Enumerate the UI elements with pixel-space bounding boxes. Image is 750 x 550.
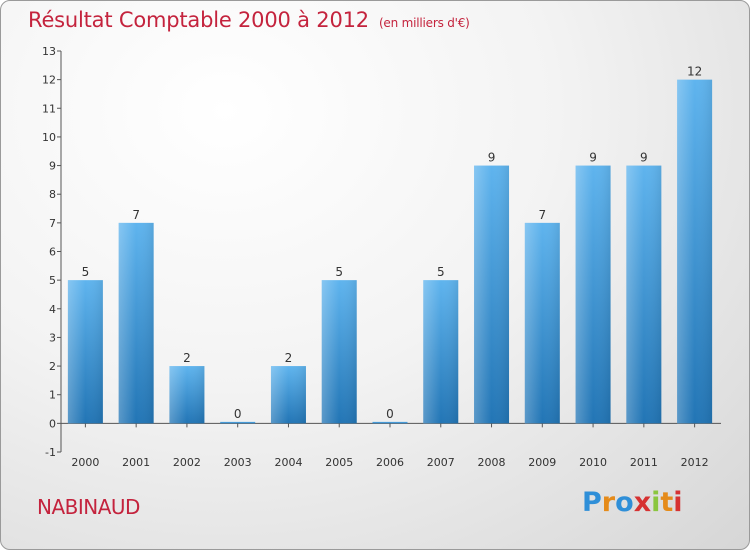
- y-tick-label: 8: [49, 188, 56, 201]
- logo-letter: o: [615, 487, 634, 518]
- bar-value-label: 9: [640, 151, 648, 165]
- y-tick-label: 3: [49, 331, 56, 344]
- bar-shading: [626, 165, 662, 424]
- bar: [372, 421, 408, 424]
- y-tick-label: 6: [49, 246, 56, 259]
- chart-title-text: Résultat Comptable 2000 à 2012: [28, 8, 369, 32]
- x-tick-label: 2011: [630, 456, 658, 469]
- y-tick-label: 5: [49, 274, 56, 287]
- y-tick-label: 4: [49, 303, 56, 316]
- bar-shading: [67, 280, 103, 424]
- bar-shading: [677, 79, 713, 424]
- bar-value-label: 5: [437, 265, 445, 279]
- y-tick-label: 10: [42, 131, 56, 144]
- chart-title: Résultat Comptable 2000 à 2012 (en millie…: [28, 8, 470, 32]
- bar-shading: [474, 165, 510, 424]
- bar-shading: [118, 222, 154, 424]
- logo-letter: t: [660, 487, 674, 518]
- x-tick-label: 2006: [376, 456, 404, 469]
- y-tick-label: -1: [45, 446, 56, 459]
- bar: [220, 421, 256, 424]
- y-tick-label: 11: [42, 102, 56, 115]
- bar-shading: [575, 165, 611, 424]
- logo-letter: r: [601, 487, 616, 518]
- bar-value-label: 12: [687, 65, 702, 79]
- y-tick-label: 2: [49, 360, 56, 373]
- x-tick-label: 2012: [681, 456, 709, 469]
- bar-value-label: 2: [183, 351, 191, 365]
- x-tick-label: 2007: [427, 456, 455, 469]
- x-tick-label: 2008: [478, 456, 506, 469]
- commune-name: NABINAUD: [37, 495, 140, 519]
- bar-shading: [270, 366, 306, 424]
- y-tick-label: 7: [49, 217, 56, 230]
- y-tick-label: 13: [42, 45, 56, 58]
- x-tick-label: 2001: [122, 456, 150, 469]
- x-tick-label: 2010: [579, 456, 607, 469]
- bar-value-label: 9: [589, 151, 597, 165]
- x-tick-label: 2003: [224, 456, 252, 469]
- bars: 5 7 2 0 2 5 0 5 9 7 9 9 12: [67, 65, 713, 424]
- bar-value-label: 0: [234, 407, 242, 421]
- bar-value-label: 5: [335, 265, 343, 279]
- x-tick-label: 2005: [325, 456, 353, 469]
- chart-subtitle: (en milliers d'€): [378, 16, 470, 30]
- logo-letter: P: [582, 487, 602, 518]
- bar-value-label: 7: [132, 208, 140, 222]
- bar-value-label: 7: [538, 208, 546, 222]
- logo-letter: x: [633, 487, 652, 518]
- y-tick-label: 12: [42, 74, 56, 87]
- logo-letter: i: [673, 487, 683, 518]
- logo-letter: i: [651, 487, 661, 518]
- x-tick-label: 2004: [274, 456, 302, 469]
- bar-value-label: 2: [285, 351, 293, 365]
- x-tick-label: 2009: [528, 456, 556, 469]
- y-tick-label: 0: [49, 417, 56, 430]
- bar-shading: [423, 280, 459, 424]
- x-tick-label: 2000: [71, 456, 99, 469]
- x-tick-label: 2002: [173, 456, 201, 469]
- bar-value-label: 9: [488, 151, 496, 165]
- bar-value-label: 0: [386, 407, 394, 421]
- bar-shading: [321, 280, 357, 424]
- bar-shading: [524, 222, 560, 424]
- y-tick-label: 1: [49, 389, 56, 402]
- y-tick-label: 9: [49, 160, 56, 173]
- bar-value-label: 5: [82, 265, 90, 279]
- bar-shading: [169, 366, 205, 424]
- proxiti-logo: Proxiti: [582, 487, 683, 518]
